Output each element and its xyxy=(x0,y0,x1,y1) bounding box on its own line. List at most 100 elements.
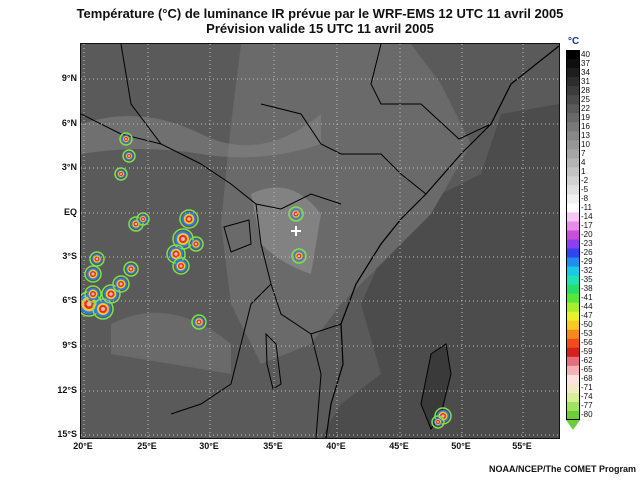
colorbar-tick-label: -44 xyxy=(581,302,593,312)
country-border xyxy=(255,203,342,335)
colorbar xyxy=(566,50,580,420)
cloud-band xyxy=(251,187,321,274)
storm-cell xyxy=(112,275,130,293)
lat-label: 12°S xyxy=(57,385,77,395)
colorbar-tick-label: -23 xyxy=(581,239,593,249)
storm-cell xyxy=(136,212,150,226)
country-border xyxy=(370,44,492,140)
colorbar-swatch xyxy=(566,410,580,420)
country-border xyxy=(310,333,322,438)
country-border xyxy=(260,103,427,195)
colorbar-swatch xyxy=(566,122,580,132)
colorbar-tick-label: 22 xyxy=(581,103,590,113)
colorbar-tick-label: -62 xyxy=(581,356,593,366)
colorbar-tick-label: -80 xyxy=(581,410,593,420)
lon-label: 20°E xyxy=(73,441,93,451)
colorbar-tick-label: -56 xyxy=(581,338,593,348)
colorbar-swatch xyxy=(566,176,580,186)
lat-label: 6°S xyxy=(62,295,77,305)
cloud-band xyxy=(81,114,321,158)
credit-text: NOAA/NCEP/The COMET Program xyxy=(488,464,636,474)
lat-label: 9°N xyxy=(61,73,77,83)
colorbar-swatch xyxy=(566,401,580,412)
colorbar-tick-label: 16 xyxy=(581,121,590,131)
storm-cell xyxy=(123,261,139,277)
colorbar-tick-label: -5 xyxy=(581,184,589,194)
colorbar-swatch xyxy=(566,257,580,268)
colorbar-swatch xyxy=(566,392,580,403)
colorbar-swatch xyxy=(566,68,580,78)
colorbar-tick-label: 37 xyxy=(581,58,590,68)
storm-cell xyxy=(119,132,133,146)
colorbar-tick-label: 31 xyxy=(581,76,590,86)
colorbar-swatch xyxy=(566,248,580,259)
colorbar-tick-label: 28 xyxy=(581,85,590,95)
country-border xyxy=(170,283,272,415)
lake xyxy=(265,332,282,390)
storm-cell xyxy=(89,251,105,267)
storm-cell xyxy=(191,314,207,330)
colorbar-tick-label: 25 xyxy=(581,94,590,104)
colorbar-swatch xyxy=(566,239,580,250)
colorbar-swatch xyxy=(566,374,580,385)
colorbar-tick-label: -29 xyxy=(581,257,593,267)
satellite-map[interactable] xyxy=(80,43,560,439)
colorbar-tick-label: -38 xyxy=(581,284,593,294)
colorbar-swatch xyxy=(566,347,580,358)
colorbar-tick-label: 7 xyxy=(581,148,586,158)
colorbar-swatch xyxy=(566,230,580,241)
colorbar-swatch xyxy=(566,149,580,159)
colorbar-tick-label: -20 xyxy=(581,230,593,239)
colorbar-tick-label: -26 xyxy=(581,248,593,258)
colorbar-swatch xyxy=(566,293,580,304)
lat-label: 15°S xyxy=(57,429,77,439)
map-canvas xyxy=(81,44,559,438)
storm-cells xyxy=(81,132,452,429)
colorbar-tick-label: -8 xyxy=(581,193,589,203)
east-land-shading xyxy=(221,44,471,364)
lon-label: 30°E xyxy=(199,441,219,451)
colorbar-swatch xyxy=(566,266,580,277)
colorbar-tick-label: 13 xyxy=(581,130,590,140)
colorbar-swatch xyxy=(566,338,580,349)
colorbar-tick-label: -59 xyxy=(581,347,593,357)
lake xyxy=(223,219,252,253)
lon-label: 55°E xyxy=(512,441,532,451)
colorbar-swatch xyxy=(566,212,580,222)
colorbar-tick-label: -53 xyxy=(581,329,593,339)
colorbar-swatch xyxy=(566,221,580,231)
colorbar-tick-label: -50 xyxy=(581,320,593,330)
graticule xyxy=(81,44,559,438)
lat-label: 3°N xyxy=(61,162,77,172)
colorbar-tick-label: -47 xyxy=(581,311,593,321)
storm-cell xyxy=(84,285,102,303)
lat-label: 9°S xyxy=(62,340,77,350)
colorbar-swatch xyxy=(566,50,580,60)
colorbar-tick-label: 10 xyxy=(581,139,590,149)
colorbar-tick-label: -2 xyxy=(581,175,589,185)
storm-cell xyxy=(92,298,114,320)
colorbar-swatch xyxy=(566,383,580,394)
storm-cell xyxy=(188,236,204,252)
colorbar-swatch xyxy=(566,284,580,295)
colorbar-tick-label: 34 xyxy=(581,67,590,77)
storm-cell xyxy=(172,257,190,275)
storm-cell xyxy=(431,415,445,429)
colorbar-swatch xyxy=(566,302,580,313)
storm-cell xyxy=(291,248,307,264)
colorbar-swatch xyxy=(566,86,580,96)
colorbar-tick-label: -65 xyxy=(581,365,593,375)
lat-label: EQ xyxy=(63,207,77,217)
colorbar-swatch xyxy=(566,329,580,340)
colorbar-swatch xyxy=(566,167,580,177)
storm-cell xyxy=(122,149,136,163)
lon-label: 25°E xyxy=(137,441,157,451)
lon-label: 45°E xyxy=(389,441,409,451)
lat-label: 3°S xyxy=(62,251,77,261)
colorbar-tick-label: -11 xyxy=(581,202,592,212)
storm-cell xyxy=(179,209,199,229)
colorbar-swatch xyxy=(566,356,580,367)
country-border xyxy=(200,163,342,210)
colorbar-tick-label: -71 xyxy=(581,383,593,393)
map-title: Température (°C) de luminance IR prévue … xyxy=(76,6,564,21)
